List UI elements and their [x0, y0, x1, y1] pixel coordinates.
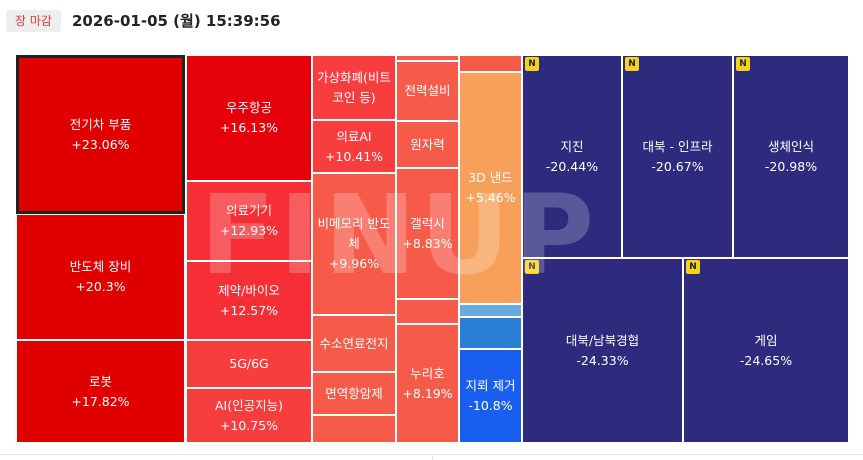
tile-label: 의료기기 [225, 203, 272, 218]
tile-semiconductor-equipment[interactable]: 반도체 장비 +20.3% [16, 214, 185, 340]
tile-label: 로봇 [88, 373, 112, 389]
tile-change: -24.65% [739, 352, 793, 368]
new-badge: N [525, 260, 539, 274]
tile-unlabeled-top[interactable] [396, 55, 459, 61]
tile-label: 대북/남북경협 [565, 332, 640, 348]
tile-label: 갤럭시 [410, 215, 445, 231]
tile-change: +10.41% [324, 148, 384, 164]
tile-change: +17.82% [71, 393, 130, 409]
tile-galaxy[interactable]: 갤럭시 +8.83% [396, 168, 459, 299]
footer-divider-tick [432, 454, 433, 460]
tile-label: 3D 낸드 [468, 170, 513, 185]
new-badge: N [525, 57, 539, 71]
tile-change: +23.06% [71, 136, 130, 152]
tile-label: 비메모리 반도체 [317, 216, 391, 251]
new-badge: N [736, 57, 750, 71]
tile-label: 수소연료전지 [319, 335, 389, 351]
tile-change: -24.33% [576, 352, 629, 368]
tile-pharma-bio[interactable]: 제약/바이오 +12.57% [186, 261, 312, 340]
tile-change: -20.67% [651, 158, 704, 174]
tile-change: -20.98% [764, 158, 818, 174]
tile-change: +5.46% [465, 190, 516, 205]
tile-inter-korean[interactable]: N 대북/남북경협 -24.33% [522, 258, 683, 443]
tile-change: +12.93% [219, 223, 279, 238]
tile-label: 누리호 [410, 365, 445, 381]
tile-label: 제약/바이오 [218, 282, 280, 298]
tile-label: 의료AI [336, 128, 372, 144]
tile-robot[interactable]: 로봇 +17.82% [16, 340, 185, 443]
tile-unlabeled-blue[interactable] [459, 317, 522, 349]
tile-power-equipment[interactable]: 전력설비 [396, 61, 459, 121]
tile-earthquake[interactable]: N 지진 -20.44% [522, 55, 622, 258]
tile-label: 5G/6G [229, 356, 269, 371]
tile-medical-devices[interactable]: 의료기기 +12.93% [186, 181, 312, 261]
tile-ev-parts[interactable]: 전기차 부품 +23.06% [16, 55, 185, 214]
tile-non-memory-semiconductor[interactable]: 비메모리 반도체 +9.96% [312, 173, 396, 315]
tile-label: 지뢰 제거 [465, 378, 516, 393]
tile-change: +12.57% [219, 302, 279, 318]
header-bar: 장 마감 2026-01-05 (월) 15:39:56 [0, 0, 863, 44]
tile-label: 우주항공 [225, 100, 272, 115]
tile-hydrogen-fuel-cell[interactable]: 수소연료전지 [312, 315, 396, 372]
tile-biometrics[interactable]: N 생체인식 -20.98% [733, 55, 849, 258]
tile-label: 전기차 부품 [69, 116, 132, 132]
tile-nuriho[interactable]: 누리호 +8.19% [396, 324, 459, 443]
tile-medical-ai[interactable]: 의료AI +10.41% [312, 120, 396, 173]
tile-change: -10.8% [468, 398, 513, 413]
tile-3d-nand[interactable]: 3D 낸드 +5.46% [459, 72, 522, 304]
tile-5g-6g[interactable]: 5G/6G [186, 340, 312, 388]
tile-nk-infrastructure[interactable]: N 대북 - 인프라 -20.67% [622, 55, 733, 258]
tile-unlabeled-mid[interactable] [396, 299, 459, 324]
market-status-badge: 장 마감 [6, 10, 61, 32]
tile-change: +9.96% [328, 256, 380, 271]
tile-label: 생체인식 [767, 138, 814, 154]
new-badge: N [625, 57, 639, 71]
tile-mine-removal[interactable]: 지뢰 제거 -10.8% [459, 349, 522, 443]
tile-immuno-oncology[interactable]: 면역항암제 [312, 372, 396, 415]
tile-change: -20.44% [545, 158, 599, 174]
tile-change: +20.3% [75, 279, 126, 294]
tile-label: 게임 [754, 332, 778, 348]
tile-aerospace[interactable]: 우주항공 +16.13% [186, 55, 312, 181]
tile-label: 원자력 [410, 136, 445, 152]
market-datetime: 2026-01-05 (월) 15:39:56 [72, 12, 281, 30]
tile-label: 가상화폐(비트코인 등) [317, 69, 391, 105]
tile-unlabeled-small[interactable] [312, 415, 396, 443]
tile-unlabeled-top-2[interactable] [459, 55, 522, 72]
tile-change: +10.75% [219, 417, 279, 433]
tile-crypto[interactable]: 가상화폐(비트코인 등) [312, 55, 396, 120]
footer-divider [0, 454, 863, 455]
tile-label: 대북 - 인프라 [642, 138, 713, 154]
new-badge: N [686, 260, 700, 274]
tile-label: 반도체 장비 [69, 259, 132, 274]
tile-change: +16.13% [219, 120, 279, 135]
tile-ai[interactable]: AI(인공지능) +10.75% [186, 388, 312, 443]
tile-change: +8.19% [402, 385, 453, 401]
tile-label: 면역항암제 [325, 385, 383, 401]
tile-unlabeled-light-blue[interactable] [459, 304, 522, 317]
tile-game[interactable]: N 게임 -24.65% [683, 258, 849, 443]
tile-label: 지진 [560, 138, 584, 154]
tile-label: 전력설비 [404, 83, 451, 98]
tile-label: AI(인공지능) [215, 397, 283, 413]
tile-nuclear[interactable]: 원자력 [396, 121, 459, 168]
tile-change: +8.83% [402, 235, 453, 251]
